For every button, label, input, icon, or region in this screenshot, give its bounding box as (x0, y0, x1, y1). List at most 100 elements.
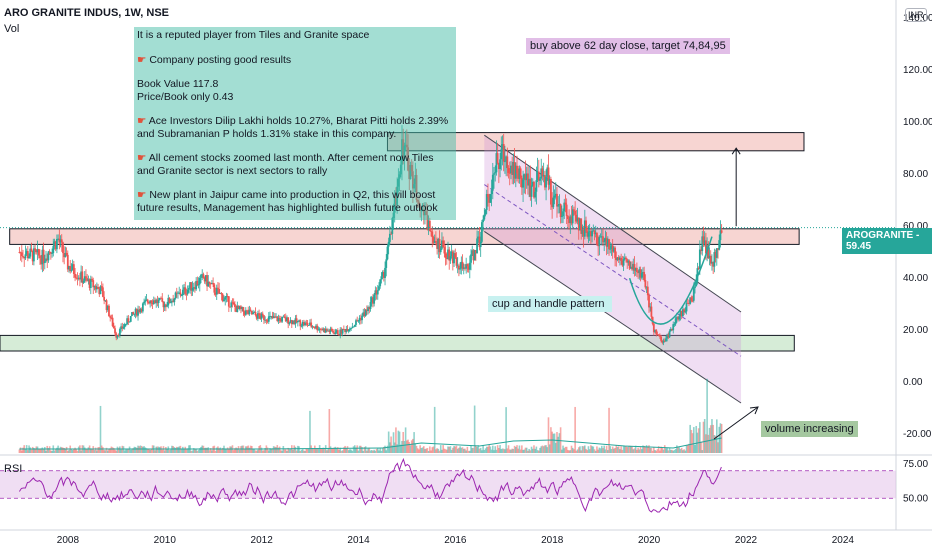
volume-bar (648, 445, 650, 453)
candle-body (490, 190, 493, 195)
volume-bar (511, 448, 513, 453)
volume-bar (360, 445, 362, 453)
candle-body (534, 191, 537, 198)
candle-body (323, 328, 326, 333)
volume-bar (655, 450, 658, 453)
volume-bar (676, 445, 678, 453)
volume-bar (477, 445, 480, 453)
volume-bar (424, 449, 426, 453)
volume-bar (714, 435, 717, 453)
candle-body (18, 252, 21, 253)
volume-bar (482, 445, 484, 453)
volume-bar (501, 448, 504, 453)
volume-bar (292, 449, 294, 453)
candle-body (464, 267, 466, 269)
candle-body (508, 172, 511, 174)
volume-bar (92, 446, 95, 453)
candle-body (89, 278, 92, 288)
candle-body (229, 306, 231, 308)
candle-body (255, 315, 258, 319)
candle-body (23, 257, 26, 259)
candle-body (575, 214, 578, 222)
candle-body (166, 305, 168, 307)
candle-body (623, 257, 626, 260)
volume-bar (180, 449, 183, 453)
volume-bar (277, 447, 280, 453)
candle-body (677, 317, 679, 320)
candle-body (57, 238, 60, 240)
candle-body (217, 287, 219, 289)
candle-body (683, 309, 686, 313)
volume-bar (473, 405, 476, 453)
volume-bar (224, 448, 227, 453)
candle-body (660, 336, 663, 341)
candle-body (300, 325, 303, 327)
volume-bar (689, 424, 691, 453)
candle-body (252, 312, 254, 315)
y-tick-label: 80.00 (903, 169, 928, 180)
volume-bar (602, 448, 604, 453)
rsi-line (18, 457, 722, 513)
candle-body (718, 240, 721, 250)
volume-bar (127, 448, 130, 453)
candle-body (557, 205, 560, 207)
candle-body (263, 315, 265, 320)
volume-bar (485, 446, 488, 453)
volume-bar (515, 446, 517, 453)
volume-bar (254, 450, 257, 453)
volume-bar (287, 447, 289, 453)
candle-body (593, 230, 596, 235)
candle-body (376, 290, 379, 295)
candle-body (321, 329, 323, 331)
candle-body (545, 176, 547, 188)
candle-body (665, 338, 667, 342)
volume-bar (519, 449, 522, 453)
volume-bar (412, 438, 414, 453)
volume-bar (426, 448, 429, 453)
candle-body (533, 181, 535, 198)
volume-bar (103, 450, 105, 453)
candle-body (133, 313, 136, 315)
x-tick-label: 2020 (638, 535, 661, 546)
volume-bar (335, 447, 338, 453)
candle-body (212, 282, 215, 285)
candle-body (221, 294, 224, 302)
volume-bar (487, 446, 489, 453)
candle-body (474, 250, 477, 254)
volume-bar (613, 448, 615, 453)
candle-body (41, 249, 44, 265)
volume-bar (660, 446, 662, 453)
candle-body (189, 282, 191, 289)
volume-bar (323, 448, 326, 453)
y-tick-label: 140.00 (903, 13, 932, 24)
candle-body (287, 317, 290, 324)
candle-body (123, 324, 126, 328)
volume-bar (465, 450, 467, 453)
volume-bar (640, 449, 643, 453)
volume-bar (167, 446, 170, 453)
volume-bar (672, 450, 675, 453)
volume-bar (540, 446, 543, 453)
candle-body (259, 315, 262, 319)
candle-body (433, 240, 436, 243)
volume-bar (190, 450, 193, 453)
candle-body (25, 251, 28, 255)
candle-body (559, 204, 562, 218)
candle-body (121, 326, 124, 329)
currency-badge[interactable]: INR (905, 8, 927, 22)
candle-body (357, 320, 360, 322)
candle-body (644, 280, 647, 288)
volume-bar (616, 446, 619, 453)
volume-bar (119, 446, 121, 453)
volume-bar (115, 450, 118, 453)
volume-bar (192, 448, 195, 453)
candle-body (304, 322, 307, 326)
volume-bar (391, 445, 394, 453)
candle-body (270, 315, 273, 317)
volume-bar (284, 449, 287, 453)
candle-body (85, 276, 87, 279)
volume-bar (651, 450, 654, 453)
volume-bar (512, 448, 515, 453)
candle-body (697, 268, 700, 269)
volume-bar (133, 446, 136, 453)
